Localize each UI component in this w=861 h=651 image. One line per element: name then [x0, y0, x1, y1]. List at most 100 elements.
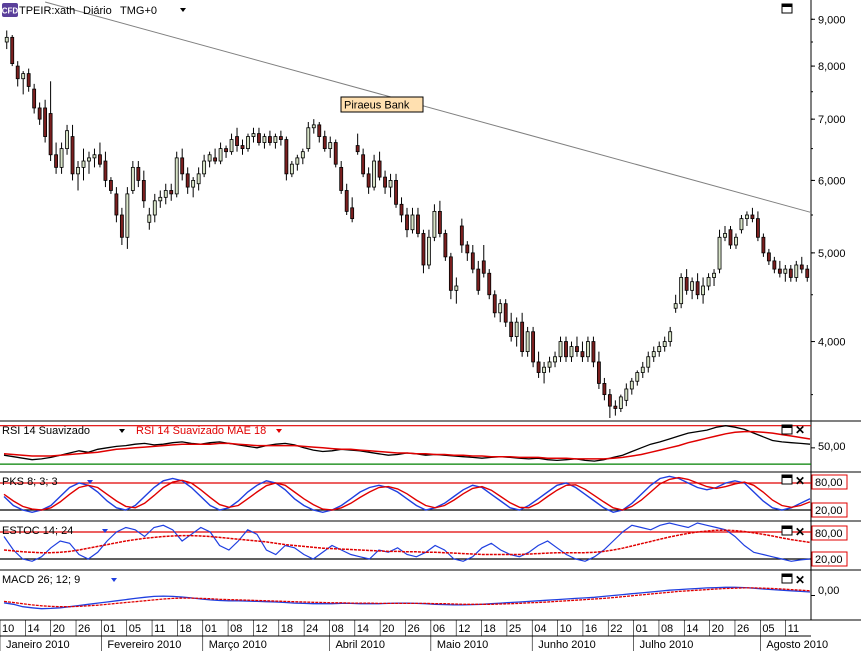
candle [799, 256, 804, 274]
candle-body [668, 331, 673, 342]
candle [427, 229, 431, 270]
pks-title[interactable]: PKS 8; 3; 3 [2, 476, 58, 488]
triangle-down-icon[interactable] [276, 429, 282, 433]
candle-body [777, 268, 782, 274]
candle-body [509, 321, 514, 338]
svg-text:20,00: 20,00 [815, 505, 843, 517]
annotation-box[interactable]: Piraeus Bank [340, 96, 424, 113]
candle-body [10, 36, 15, 65]
maximize-icon[interactable] [781, 424, 793, 435]
estoc-title[interactable]: ESTOC 14; 24 [2, 525, 73, 537]
candle [416, 207, 420, 238]
candle-body [525, 331, 530, 353]
candle [377, 151, 382, 181]
timezone-label[interactable]: TMG+0 [120, 5, 157, 17]
candle-body [114, 193, 119, 216]
candle-body [141, 180, 146, 202]
candle [147, 207, 152, 230]
candle-body [734, 236, 738, 246]
close-icon[interactable]: ✕ [795, 525, 805, 539]
candle-body [673, 303, 678, 309]
day-label: 05 [129, 623, 141, 635]
macd-title[interactable]: MACD 26; 12; 9 [2, 574, 80, 586]
candle [569, 341, 574, 362]
triangle-down-icon[interactable] [87, 480, 93, 484]
candle [481, 245, 486, 278]
candle-body [152, 200, 157, 216]
day-label: 10 [560, 623, 572, 635]
candle-body [591, 341, 596, 363]
candle-body [624, 388, 629, 401]
candle [262, 133, 267, 149]
candle [673, 294, 678, 313]
candle-body [344, 190, 349, 212]
candle-body [586, 341, 590, 358]
price-tick-label: 6,000 [818, 175, 846, 187]
period-label[interactable]: Diário [83, 5, 112, 17]
candle [777, 260, 782, 278]
candle [240, 139, 245, 155]
candle [328, 136, 333, 158]
candle [251, 127, 256, 143]
symbol-label[interactable]: TPEIR:xath [19, 5, 75, 17]
close-icon[interactable]: ✕ [795, 474, 805, 488]
maximize-icon[interactable] [781, 525, 793, 536]
month-label: Junho 2010 [538, 639, 596, 651]
candle [26, 68, 31, 92]
candle [339, 161, 344, 194]
candle [54, 142, 58, 174]
day-label: 22 [610, 623, 622, 635]
candle [246, 133, 250, 152]
candle [509, 312, 514, 342]
triangle-down-icon[interactable] [180, 8, 186, 12]
candle-body [602, 383, 607, 396]
candle-body [306, 127, 311, 150]
month-label: Maio 2010 [437, 639, 488, 651]
candle [448, 252, 453, 300]
triangle-down-icon[interactable] [119, 429, 125, 433]
candle-body [174, 157, 179, 195]
candle-body [640, 366, 645, 373]
rsi-title-2[interactable]: RSI 14 Suavizado MAE 18 [136, 425, 266, 437]
candle-body [476, 268, 481, 291]
candle [492, 290, 497, 318]
candle-body [569, 346, 574, 358]
candle [76, 161, 80, 191]
day-label: 16 [585, 623, 597, 635]
candle [207, 151, 212, 168]
estoc-d-line [3, 529, 811, 556]
candle [235, 127, 239, 152]
candle [361, 148, 366, 178]
candle [65, 124, 69, 155]
candle [388, 173, 393, 198]
close-icon[interactable]: ✕ [795, 423, 805, 437]
candle-body [383, 176, 387, 188]
month-label: Fevereiro 2010 [107, 639, 181, 651]
candle [772, 256, 777, 274]
candle [487, 269, 492, 300]
candle-body [300, 151, 305, 159]
maximize-icon[interactable] [781, 3, 793, 14]
candle-body [706, 277, 711, 287]
day-label: 20 [53, 623, 65, 635]
candle-body [136, 166, 141, 181]
candle [651, 346, 656, 362]
maximize-icon[interactable] [781, 474, 793, 485]
rsi-title-1[interactable]: RSI 14 Suavizado [2, 425, 90, 437]
candle [399, 197, 404, 223]
day-label: 20 [382, 623, 394, 635]
candle-body [191, 180, 196, 188]
close-icon[interactable]: ✕ [795, 573, 805, 587]
candle-body [262, 136, 267, 143]
month-labels: Janeiro 2010 Fevereiro 2010 Março 2010 Abri… [0, 636, 828, 651]
candle-body [531, 331, 536, 363]
candle-body [372, 160, 377, 188]
triangle-down-icon[interactable] [111, 578, 117, 582]
maximize-icon[interactable] [781, 573, 793, 584]
candle [300, 148, 305, 165]
day-label: 14 [686, 623, 698, 635]
candle [662, 336, 667, 352]
candle-body [558, 341, 563, 358]
triangle-down-icon[interactable] [102, 529, 108, 533]
